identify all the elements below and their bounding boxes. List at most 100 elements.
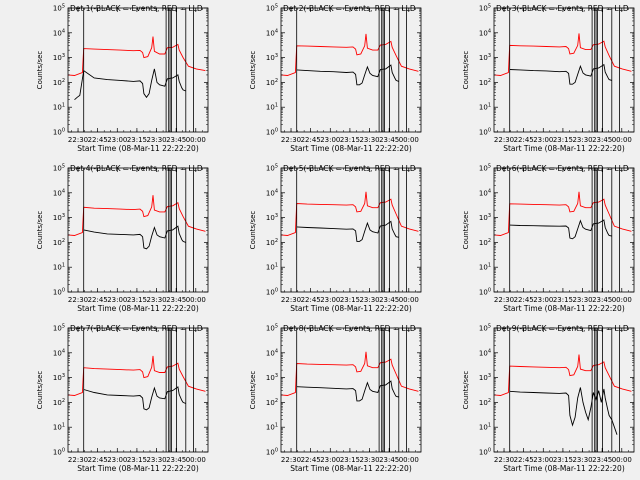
y-axis-label: Counts/sec bbox=[462, 51, 470, 90]
x-tick-label: 23:15 bbox=[127, 136, 147, 144]
y-tick-label: 105 bbox=[266, 164, 278, 173]
series-lld-line bbox=[68, 355, 206, 396]
plot-frame bbox=[493, 327, 635, 453]
x-tick-label: 23:00 bbox=[320, 296, 340, 304]
x-tick-label: 23:15 bbox=[340, 136, 360, 144]
x-tick-label: 00:00 bbox=[612, 456, 632, 464]
x-tick-label: 23:15 bbox=[553, 136, 573, 144]
x-tick-label: 22:30 bbox=[494, 296, 514, 304]
y-tick-label: 100 bbox=[53, 128, 65, 137]
x-tick-label: 22:30 bbox=[281, 456, 301, 464]
x-axis-label: Start Time (08-Mar-11 22:22:20) bbox=[503, 304, 625, 313]
series-events-line bbox=[83, 225, 186, 250]
series-lld-line bbox=[494, 354, 632, 396]
x-axis-label: Start Time (08-Mar-11 22:22:20) bbox=[77, 304, 199, 313]
x-tick-label: 23:00 bbox=[107, 296, 127, 304]
series-events-line bbox=[509, 387, 618, 435]
x-tick-label: 00:00 bbox=[186, 296, 206, 304]
plot-frame bbox=[280, 167, 422, 293]
y-tick-label: 102 bbox=[479, 238, 491, 247]
series-events-line bbox=[509, 63, 612, 85]
series-events-line bbox=[509, 219, 612, 240]
y-tick-label: 103 bbox=[266, 53, 278, 62]
x-tick-label: 23:45 bbox=[166, 456, 186, 464]
x-tick-label: 23:00 bbox=[533, 296, 553, 304]
x-tick-label: 23:00 bbox=[533, 456, 553, 464]
x-tick-label: 23:15 bbox=[553, 296, 573, 304]
series-lld-line bbox=[281, 191, 419, 236]
x-tick-label: 22:30 bbox=[494, 136, 514, 144]
x-tick-label: 23:45 bbox=[592, 136, 612, 144]
plot-frame bbox=[67, 327, 209, 453]
y-axis-label: Counts/sec bbox=[36, 211, 44, 250]
x-tick-label: 22:45 bbox=[301, 136, 321, 144]
y-tick-label: 100 bbox=[53, 288, 65, 297]
y-tick-label: 100 bbox=[479, 448, 491, 457]
y-tick-label: 102 bbox=[266, 238, 278, 247]
y-tick-label: 104 bbox=[266, 188, 278, 197]
x-tick-label: 22:30 bbox=[68, 136, 88, 144]
series-events-line bbox=[83, 386, 186, 411]
x-tick-label: 23:30 bbox=[572, 456, 592, 464]
x-tick-label: 22:45 bbox=[514, 296, 534, 304]
x-tick-label: 23:30 bbox=[359, 296, 379, 304]
x-tick-label: 00:00 bbox=[399, 296, 419, 304]
x-tick-label: 22:45 bbox=[301, 456, 321, 464]
plot-frame bbox=[67, 7, 209, 133]
y-tick-label: 103 bbox=[53, 53, 65, 62]
x-axis-label: Start Time (08-Mar-11 22:22:20) bbox=[290, 304, 412, 313]
y-tick-label: 102 bbox=[266, 78, 278, 87]
x-tick-label: 22:30 bbox=[68, 456, 88, 464]
panel-title: Det 2(-BLACK = Events, RED = LLD bbox=[283, 4, 416, 13]
y-tick-label: 101 bbox=[266, 263, 278, 272]
series-lld-line bbox=[494, 191, 632, 236]
y-tick-label: 103 bbox=[53, 213, 65, 222]
x-tick-label: 23:30 bbox=[146, 296, 166, 304]
series-lld-line bbox=[68, 195, 206, 236]
x-tick-label: 23:30 bbox=[572, 296, 592, 304]
y-tick-label: 103 bbox=[266, 373, 278, 382]
x-tick-label: 00:00 bbox=[612, 136, 632, 144]
x-tick-label: 00:00 bbox=[186, 136, 206, 144]
x-tick-label: 23:30 bbox=[359, 456, 379, 464]
x-tick-label: 23:30 bbox=[146, 456, 166, 464]
x-tick-label: 23:00 bbox=[320, 136, 340, 144]
plot-frame bbox=[280, 7, 422, 133]
y-tick-label: 102 bbox=[53, 238, 65, 247]
y-tick-label: 101 bbox=[479, 263, 491, 272]
x-tick-label: 23:00 bbox=[107, 136, 127, 144]
series-lld-line bbox=[68, 36, 206, 76]
y-tick-label: 102 bbox=[266, 398, 278, 407]
panel-title: Det 7(-BLACK = Events, RED = LLD bbox=[70, 324, 203, 333]
y-tick-label: 101 bbox=[266, 423, 278, 432]
y-tick-label: 104 bbox=[479, 188, 491, 197]
series-lld-line bbox=[281, 33, 419, 76]
y-axis-label: Counts/sec bbox=[249, 211, 257, 250]
y-tick-label: 101 bbox=[53, 263, 65, 272]
y-tick-label: 105 bbox=[266, 4, 278, 13]
y-tick-label: 104 bbox=[53, 188, 65, 197]
y-axis-label: Counts/sec bbox=[462, 211, 470, 250]
y-tick-label: 101 bbox=[53, 423, 65, 432]
x-tick-label: 22:30 bbox=[281, 296, 301, 304]
x-tick-label: 23:30 bbox=[572, 136, 592, 144]
y-tick-label: 104 bbox=[479, 348, 491, 357]
series-events-line bbox=[74, 68, 186, 101]
x-tick-label: 22:30 bbox=[68, 296, 88, 304]
x-tick-label: 23:45 bbox=[592, 296, 612, 304]
y-tick-label: 102 bbox=[479, 78, 491, 87]
x-tick-label: 22:45 bbox=[88, 136, 108, 144]
y-tick-label: 103 bbox=[479, 213, 491, 222]
y-tick-label: 102 bbox=[53, 398, 65, 407]
series-events-line bbox=[296, 380, 399, 402]
panel-title: Det 6(-BLACK = Events, RED = LLD bbox=[496, 164, 629, 173]
x-tick-label: 23:45 bbox=[379, 456, 399, 464]
